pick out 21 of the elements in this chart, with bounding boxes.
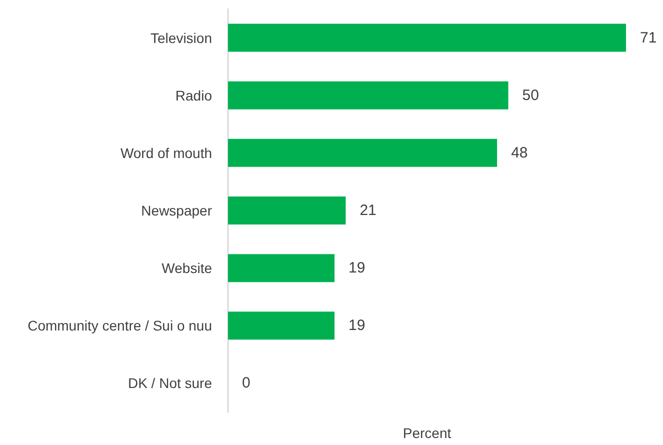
y-tick-label: DK / Not sure bbox=[128, 375, 212, 392]
data-label: 21 bbox=[360, 202, 376, 219]
bar bbox=[228, 24, 626, 52]
y-tick-label: Television bbox=[150, 30, 212, 46]
y-tick-label: Radio bbox=[175, 87, 212, 104]
bar bbox=[228, 81, 508, 110]
data-label: 0 bbox=[242, 374, 250, 392]
data-label: 50 bbox=[522, 86, 539, 104]
bar bbox=[228, 254, 335, 282]
bar bbox=[228, 196, 346, 224]
x-axis-title: Percent bbox=[402, 425, 452, 441]
data-label: 19 bbox=[348, 317, 366, 334]
y-tick-label: Community centre / Sui o nuu bbox=[28, 318, 212, 334]
y-tick-label: Newspaper bbox=[141, 202, 212, 218]
data-label: 71 bbox=[640, 29, 657, 46]
data-label: 48 bbox=[511, 144, 528, 162]
bar bbox=[228, 312, 335, 340]
y-tick-label: Word of mouth bbox=[120, 144, 212, 161]
y-tick-label: Website bbox=[162, 260, 212, 276]
data-label: 19 bbox=[348, 260, 366, 277]
bar bbox=[228, 138, 498, 167]
